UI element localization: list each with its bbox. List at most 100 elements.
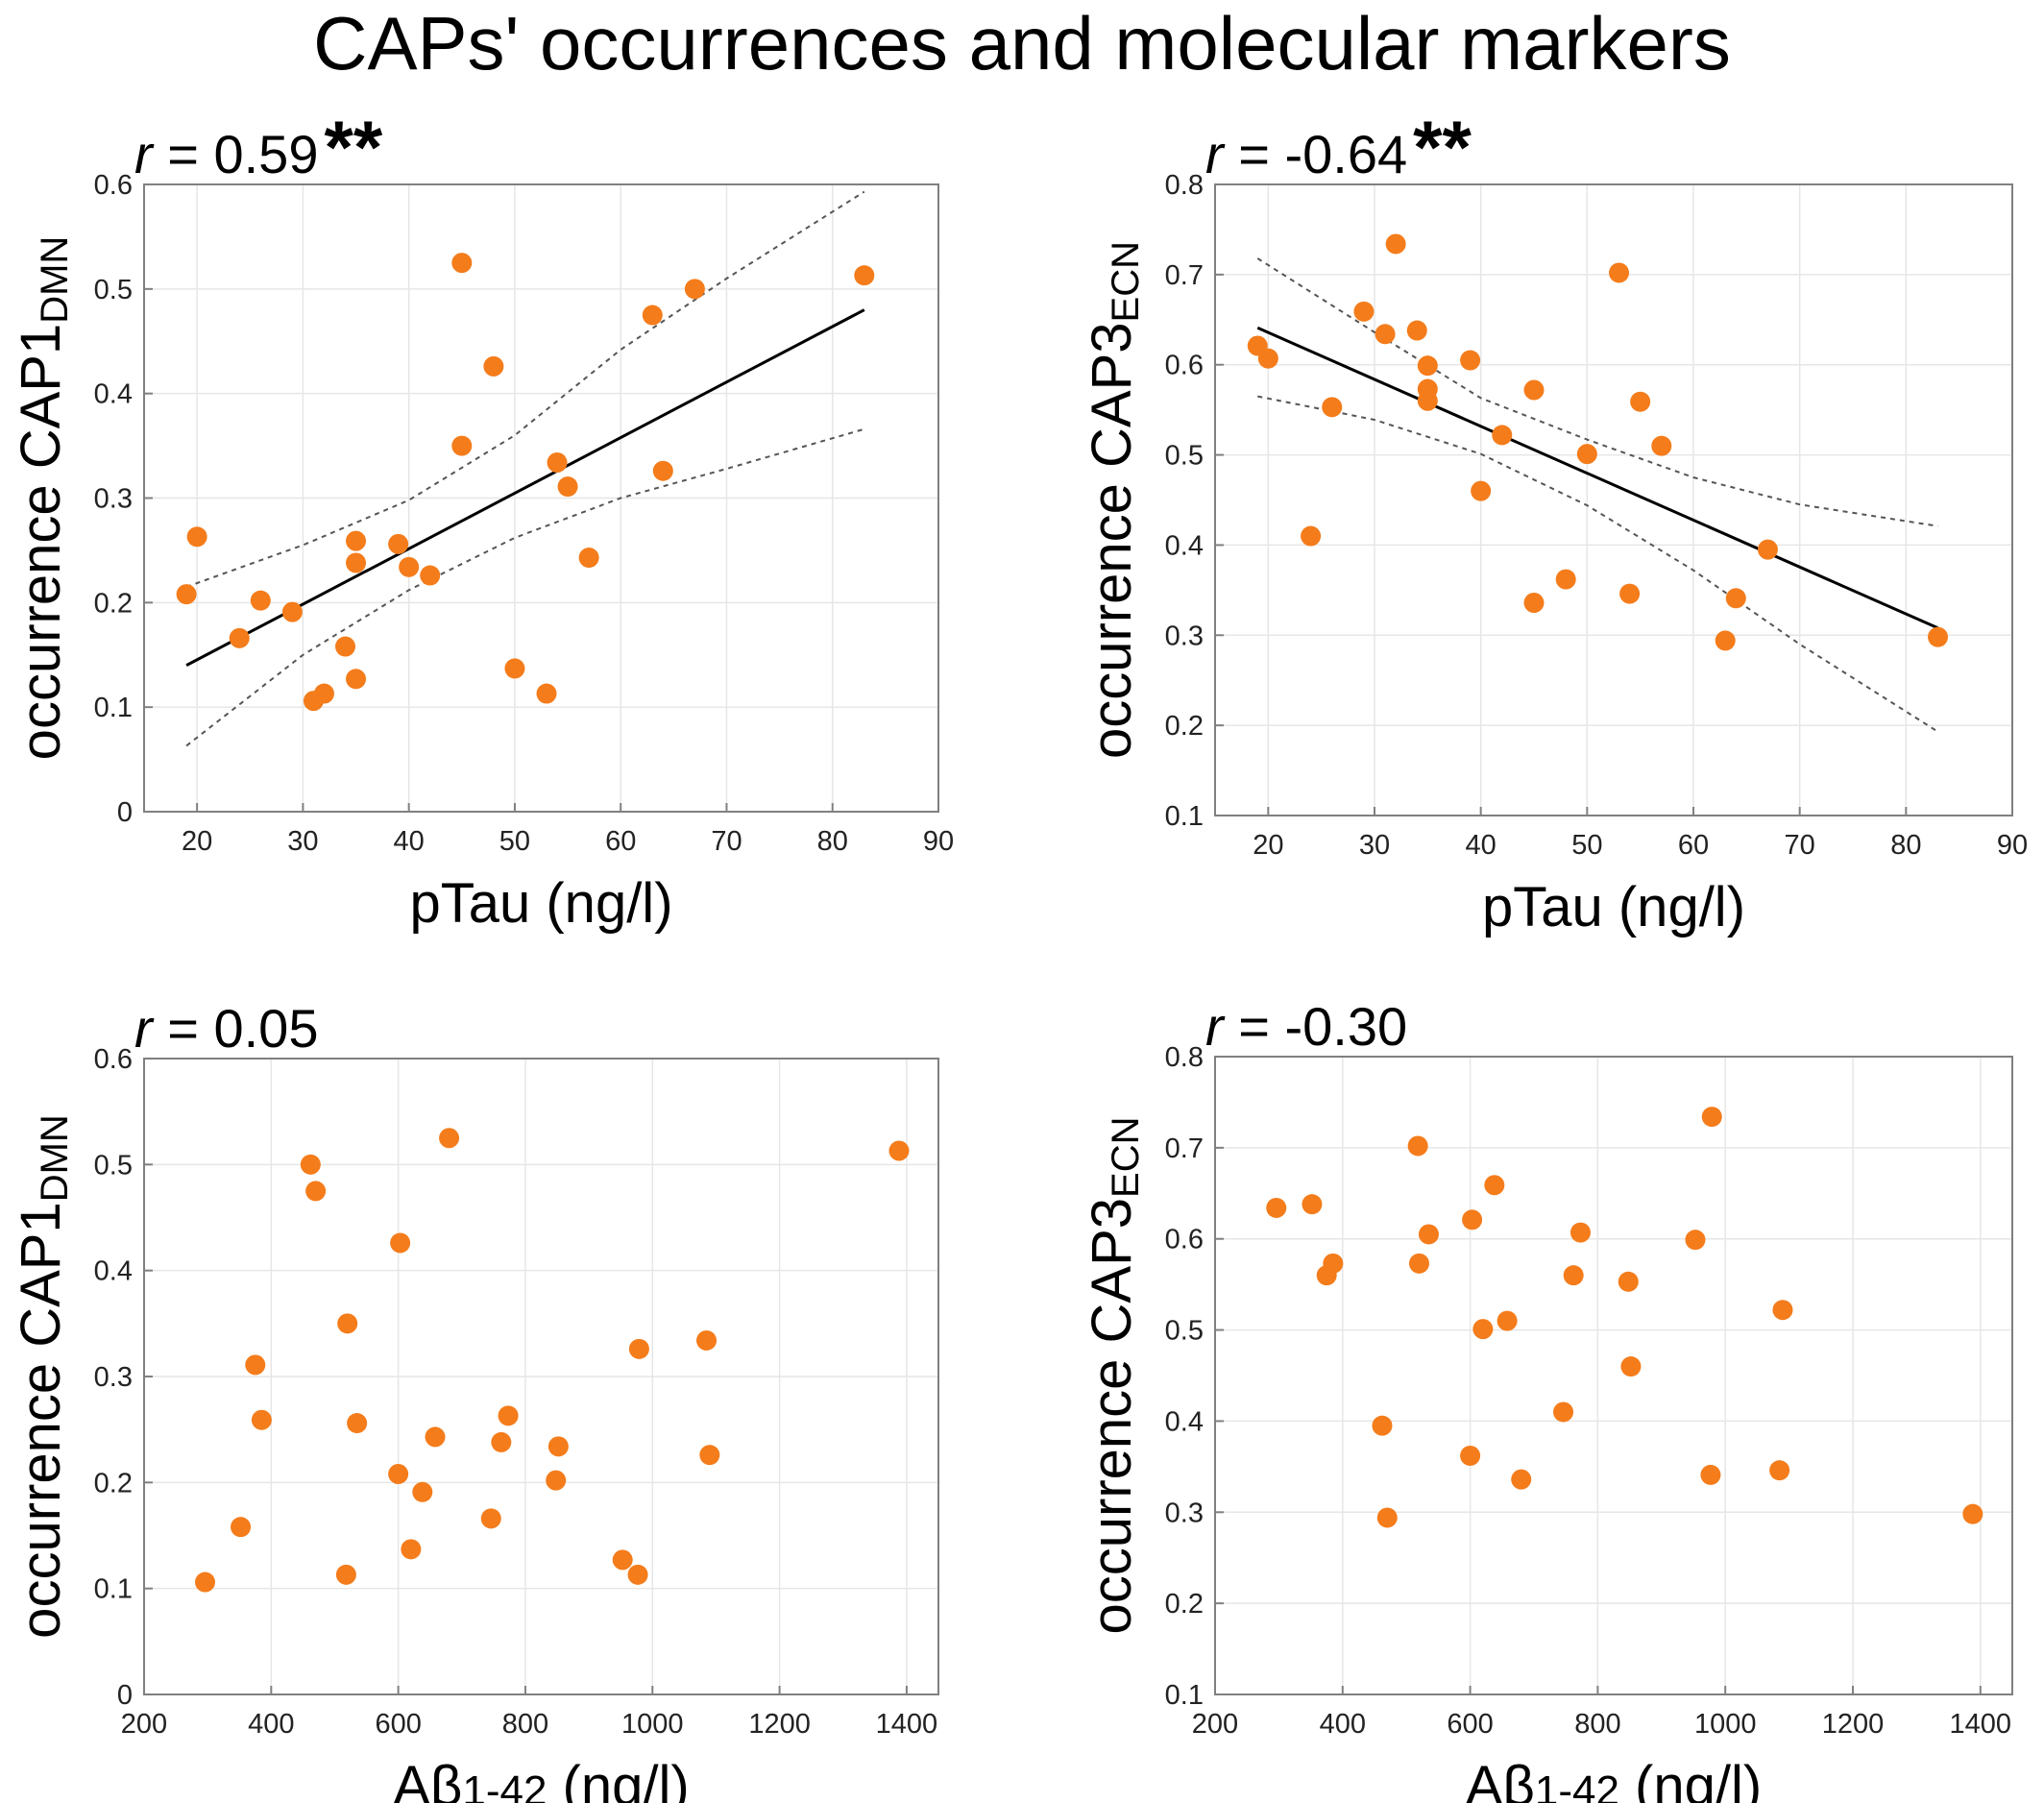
y-tick-label: 0.1 bbox=[94, 1574, 133, 1605]
data-point bbox=[1385, 233, 1406, 255]
data-point bbox=[1570, 1222, 1591, 1243]
data-point bbox=[1511, 1469, 1532, 1490]
y-tick-label: 0.7 bbox=[1165, 260, 1204, 291]
data-point bbox=[1353, 301, 1375, 322]
x-tick-label: 60 bbox=[1678, 830, 1709, 861]
x-tick-label: 1200 bbox=[1822, 1709, 1885, 1740]
data-point bbox=[548, 1436, 569, 1457]
y-tick-label: 0 bbox=[117, 797, 133, 828]
y-tick-label: 0.3 bbox=[94, 484, 133, 515]
data-point bbox=[305, 1181, 327, 1202]
data-point bbox=[1620, 1356, 1642, 1377]
correlation-label: r = -0.64** bbox=[1205, 105, 1472, 189]
ci-upper-line bbox=[185, 190, 865, 588]
data-point bbox=[1323, 1253, 1344, 1274]
data-point bbox=[451, 435, 473, 456]
data-point bbox=[1523, 592, 1545, 613]
data-point bbox=[335, 1564, 356, 1585]
data-point bbox=[425, 1426, 446, 1448]
data-point bbox=[1630, 391, 1651, 412]
y-tick-label: 0.4 bbox=[1165, 530, 1204, 561]
x-tick-label: 600 bbox=[1447, 1709, 1493, 1740]
figure-title: CAPs' occurrences and molecular markers bbox=[313, 1, 1731, 85]
scatter-panel-ptau-cap1: 20 30 40 50 60 70 80 90 0 0.1 0.2 0.3 0.4 0.5 0.6 pTau … bbox=[10, 105, 954, 935]
x-tick-label: 400 bbox=[1320, 1709, 1366, 1740]
x-tick-label: 20 bbox=[1253, 830, 1283, 861]
x-tick-label: 50 bbox=[499, 826, 530, 857]
ci-upper-line bbox=[1256, 257, 1938, 527]
data-point bbox=[346, 552, 367, 573]
data-point bbox=[1685, 1230, 1706, 1251]
y-tick-label: 0.4 bbox=[94, 1256, 133, 1287]
ci-lower-line bbox=[1257, 395, 1939, 733]
scatter-panel-abeta-cap1: 200 400 600 800 1000 1200 1400 0 0.1 0.2 0.3 0.4 0.5… bbox=[10, 998, 939, 1803]
data-point bbox=[1701, 1107, 1722, 1128]
data-point bbox=[1406, 320, 1427, 341]
data-point bbox=[1418, 1224, 1439, 1245]
x-tick-label: 800 bbox=[1574, 1709, 1620, 1740]
x-tick-label: 90 bbox=[1997, 830, 2028, 861]
x-tick-label: 800 bbox=[502, 1709, 548, 1740]
x-tick-label: 80 bbox=[1890, 830, 1921, 861]
data-point bbox=[229, 627, 250, 648]
y-tick-label: 0.3 bbox=[1165, 1498, 1204, 1528]
y-tick-label: 0.6 bbox=[1165, 1225, 1204, 1255]
y-tick-label: 0.3 bbox=[1165, 621, 1204, 651]
data-point bbox=[854, 265, 875, 286]
y-tick-label: 0.8 bbox=[1165, 170, 1204, 201]
data-point bbox=[313, 683, 334, 704]
y-tick-label: 0.4 bbox=[94, 379, 133, 410]
data-point bbox=[399, 556, 420, 577]
data-point bbox=[1301, 525, 1322, 547]
data-point bbox=[231, 1517, 252, 1538]
data-point bbox=[642, 305, 663, 326]
data-point bbox=[388, 533, 409, 554]
data-point bbox=[1555, 569, 1576, 590]
data-point bbox=[195, 1572, 216, 1593]
x-tick-label: 90 bbox=[923, 826, 954, 857]
data-point bbox=[1553, 1401, 1574, 1423]
x-tick-label: 600 bbox=[375, 1709, 421, 1740]
x-tick-label: 60 bbox=[605, 826, 636, 857]
data-point bbox=[337, 1313, 358, 1334]
y-tick-label: 0.2 bbox=[1165, 711, 1204, 742]
data-point bbox=[557, 476, 578, 498]
data-point bbox=[346, 669, 367, 690]
data-point bbox=[1375, 324, 1396, 345]
data-point bbox=[627, 1564, 648, 1585]
data-point bbox=[547, 451, 568, 473]
x-tick-label: 20 bbox=[182, 826, 212, 857]
data-point bbox=[1618, 1271, 1639, 1292]
y-tick-label: 0.2 bbox=[94, 1468, 133, 1498]
y-tick-label: 0.1 bbox=[1165, 1680, 1204, 1711]
correlation-label: r = 0.59** bbox=[134, 105, 383, 189]
x-tick-label: 200 bbox=[1192, 1709, 1238, 1740]
data-point bbox=[498, 1405, 519, 1426]
data-point bbox=[888, 1140, 910, 1161]
plot-frame bbox=[1214, 183, 2013, 816]
significance-marker: ** bbox=[1413, 105, 1472, 189]
y-tick-label: 0 bbox=[117, 1680, 133, 1711]
panels: 20 30 40 50 60 70 80 90 0 0.1 0.2 0.3 0.4 0.5 0.6 pTau … bbox=[10, 105, 2028, 1803]
x-tick-label: 400 bbox=[248, 1709, 294, 1740]
data-point bbox=[251, 1409, 272, 1430]
x-tick-label: 1200 bbox=[748, 1709, 811, 1740]
data-point bbox=[1257, 348, 1278, 369]
data-point bbox=[1492, 425, 1513, 446]
plot-frame bbox=[1214, 1056, 2013, 1695]
data-point bbox=[1576, 444, 1597, 465]
data-point bbox=[1563, 1265, 1584, 1286]
x-tick-label: 70 bbox=[711, 826, 742, 857]
data-point bbox=[335, 636, 356, 657]
data-point bbox=[300, 1154, 321, 1175]
x-tick-label: 80 bbox=[817, 826, 848, 857]
data-point bbox=[1523, 379, 1545, 401]
y-tick-label: 0.7 bbox=[1165, 1133, 1204, 1164]
x-tick-label: 40 bbox=[394, 826, 425, 857]
data-point bbox=[491, 1431, 512, 1452]
data-point bbox=[412, 1481, 433, 1502]
y-axis-label: occurrence CAP3ECN bbox=[1081, 1117, 1147, 1635]
data-point bbox=[1266, 1197, 1287, 1218]
x-tick-label: 50 bbox=[1571, 830, 1602, 861]
